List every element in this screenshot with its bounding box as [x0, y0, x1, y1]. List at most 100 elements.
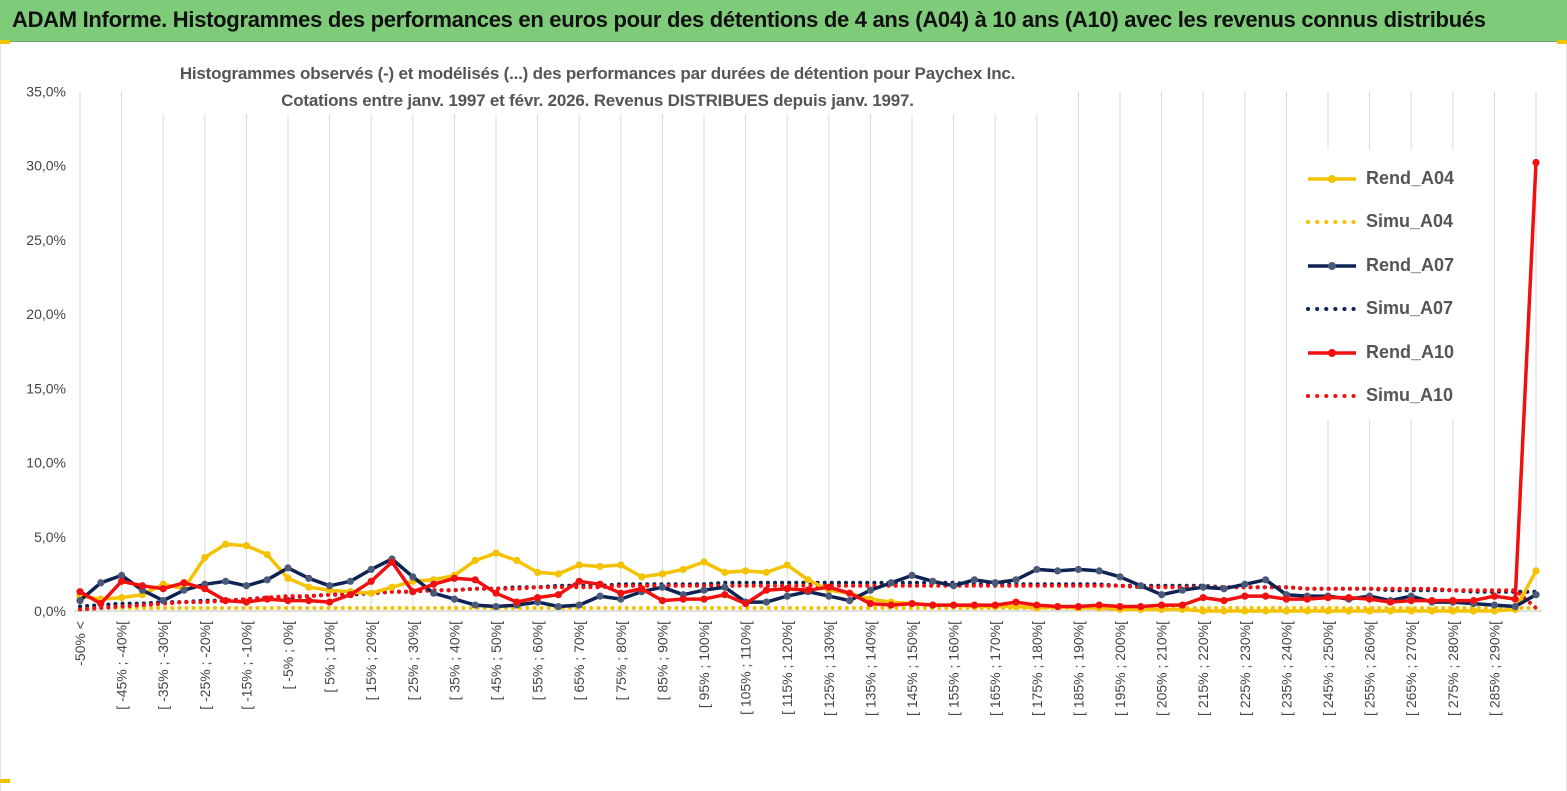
- point-rend-a04: [783, 561, 791, 569]
- point-rend-a04: [118, 594, 126, 602]
- point-rend-a07: [846, 597, 854, 605]
- point-rend-a10: [409, 588, 417, 596]
- point-rend-a10: [596, 580, 604, 588]
- point-rend-a07: [76, 597, 84, 605]
- point-rend-a07: [242, 582, 250, 590]
- report-banner: ADAM Informe. Histogrammes des performan…: [0, 0, 1567, 42]
- point-rend-a04: [658, 570, 667, 578]
- point-rend-a10: [1137, 602, 1145, 611]
- series-rend-a10: [76, 158, 1540, 611]
- point-rend-a10: [242, 598, 250, 606]
- y-tick-label: 35,0%: [26, 83, 66, 99]
- point-rend-a10: [1033, 601, 1041, 609]
- point-rend-a10: [1074, 602, 1082, 611]
- point-rend-a10: [638, 585, 646, 593]
- legend-label-rend-a04: Rend_A04: [1366, 168, 1455, 188]
- point-rend-a07: [1532, 591, 1540, 599]
- legend-swatch-simu-a04: [1306, 220, 1358, 224]
- point-rend-a07: [1158, 591, 1166, 599]
- legend-swatch-rend-a07: [1308, 262, 1356, 270]
- x-tick-label: [ -35% ; -30%[: [155, 621, 171, 710]
- point-rend-a07: [180, 586, 188, 594]
- point-rend-a10: [138, 582, 146, 590]
- legend-item-rend-a07: Rend_A07: [1304, 251, 1469, 281]
- point-rend-a10: [1449, 597, 1457, 605]
- point-rend-a07: [263, 576, 271, 584]
- point-rend-a10: [346, 591, 354, 599]
- point-rend-a10: [305, 597, 313, 605]
- point-rend-a10: [762, 586, 771, 594]
- point-rend-a10: [700, 595, 708, 603]
- x-tick-label: [ 205% ; 210%[: [1154, 621, 1170, 716]
- point-rend-a07: [617, 595, 625, 603]
- x-tick-label: [ 135% ; 140%[: [862, 621, 878, 716]
- point-rend-a07: [929, 577, 937, 585]
- point-rend-a04: [804, 576, 812, 584]
- legend-label-rend-a10: Rend_A10: [1366, 342, 1455, 362]
- point-rend-a10: [554, 591, 563, 599]
- point-rend-a07: [367, 565, 375, 574]
- x-tick-label: [ 215% ; 220%[: [1195, 621, 1211, 716]
- x-tick-label: [ -5% ; 0%[: [280, 621, 296, 690]
- point-rend-a10: [1241, 592, 1249, 600]
- point-rend-a10: [1511, 595, 1519, 603]
- chart-subtitle: Cotations entre janv. 1997 et févr. 2026…: [281, 91, 914, 110]
- point-rend-a07: [1178, 586, 1186, 594]
- point-rend-a10: [658, 597, 667, 605]
- point-rend-a07: [1511, 602, 1519, 611]
- point-rend-a07: [430, 589, 438, 597]
- point-rend-a10: [284, 597, 292, 605]
- point-rend-a04: [1449, 607, 1457, 615]
- point-rend-a10: [1386, 598, 1394, 606]
- point-rend-a07: [762, 598, 771, 606]
- point-rend-a10: [1366, 595, 1374, 603]
- point-rend-a07: [492, 602, 500, 611]
- point-rend-a07: [326, 582, 334, 590]
- point-rend-a10: [1428, 597, 1436, 605]
- point-rend-a10: [430, 580, 438, 588]
- point-rend-a04: [1220, 607, 1228, 615]
- x-tick-label: [ 75% ; 80%[: [613, 621, 629, 700]
- point-rend-a10: [1470, 597, 1478, 605]
- point-rend-a07: [1490, 601, 1498, 609]
- point-rend-a04: [222, 540, 230, 548]
- point-rend-a04: [534, 568, 542, 576]
- legend-swatch-simu-a07: [1306, 307, 1358, 311]
- point-rend-a07: [700, 586, 708, 594]
- legend-label-simu-a07: Simu_A07: [1366, 298, 1454, 318]
- point-rend-a10: [1282, 595, 1290, 603]
- point-rend-a10: [388, 558, 396, 566]
- point-rend-a04: [1470, 607, 1478, 615]
- legend-label-simu-a04: Simu_A04: [1366, 211, 1454, 231]
- point-rend-a04: [1490, 607, 1498, 615]
- point-rend-a07: [1095, 567, 1103, 575]
- point-rend-a07: [950, 582, 958, 590]
- point-rend-a07: [783, 592, 791, 600]
- corner-mark-top-right: [1557, 40, 1567, 44]
- point-rend-a10: [97, 599, 105, 608]
- point-rend-a10: [804, 586, 812, 594]
- point-rend-a04: [1366, 607, 1374, 615]
- x-tick-label: [ 25% ; 30%[: [405, 621, 421, 700]
- legend: Rend_A04 Simu_A04 Rend_A07 Simu_A07 Rend…: [1296, 150, 1466, 420]
- legend-marker: [1328, 175, 1336, 183]
- x-tick-label: [ 245% ; 250%[: [1320, 621, 1336, 716]
- corner-mark-bottom-left: [0, 779, 10, 783]
- point-rend-a07: [887, 579, 895, 587]
- point-rend-a10: [1095, 601, 1103, 609]
- legend-item-simu-a07: Simu_A07: [1304, 294, 1469, 324]
- point-rend-a10: [929, 601, 937, 609]
- point-rend-a07: [305, 574, 313, 582]
- point-rend-a07: [1012, 576, 1020, 584]
- x-tick-label: [ 175% ; 180%[: [1029, 621, 1045, 716]
- legend-marker: [1328, 349, 1336, 357]
- legend-marker: [1328, 262, 1336, 270]
- x-tick-label: [ 125% ; 130%[: [821, 621, 837, 716]
- point-rend-a10: [1407, 597, 1415, 605]
- point-rend-a10: [159, 585, 167, 593]
- point-rend-a04: [1324, 607, 1332, 615]
- point-rend-a04: [700, 558, 708, 566]
- point-rend-a07: [554, 602, 563, 611]
- point-rend-a07: [596, 592, 604, 600]
- corner-mark-top-left: [0, 40, 10, 44]
